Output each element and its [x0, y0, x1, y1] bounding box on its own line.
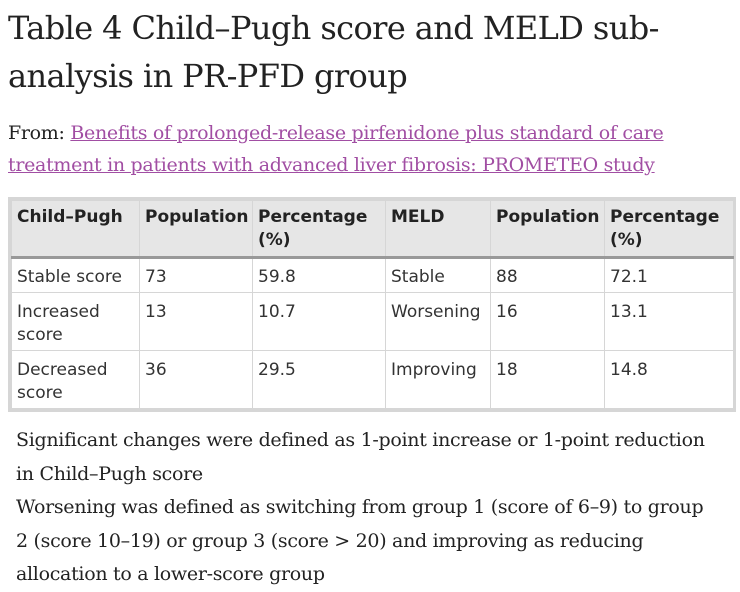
table-header-row: Child–Pugh Population Percentage (%) MEL…	[11, 200, 734, 259]
table-cell: 18	[490, 350, 605, 409]
data-table-container: Child–Pugh Population Percentage (%) MEL…	[8, 197, 736, 412]
header-percentage: Percentage (%)	[604, 200, 734, 259]
table-cell: 10.7	[252, 292, 386, 351]
table-cell: 73	[139, 257, 253, 293]
table-row: Decreased score 36 29.5 Improving 18 14.…	[11, 350, 734, 409]
table-row: Increased score 13 10.7 Worsening 16 13.…	[11, 292, 734, 351]
table-cell: 29.5	[252, 350, 386, 409]
header-meld: MELD	[385, 200, 491, 259]
table-cell: Improving	[385, 350, 491, 409]
header-child-pugh: Child–Pugh	[11, 200, 140, 259]
footnote: Worsening was defined as switching from …	[16, 496, 704, 585]
header-percentage: Percentage (%)	[252, 200, 386, 259]
table-cell: Worsening	[385, 292, 491, 351]
table-cell: Increased score	[11, 292, 140, 351]
page-title: Table 4 Child–Pugh score and MELD sub-an…	[8, 9, 659, 95]
source-article-link[interactable]: Benefits of prolonged-release pirfenidon…	[8, 122, 664, 176]
table-cell: 72.1	[604, 257, 734, 293]
table-cell: 88	[490, 257, 605, 293]
table-cell: 13	[139, 292, 253, 351]
header-population: Population	[139, 200, 253, 259]
table-cell: 59.8	[252, 257, 386, 293]
table-cell: 13.1	[604, 292, 734, 351]
table-row: Stable score 73 59.8 Stable 88 72.1	[11, 257, 734, 293]
table-cell: 14.8	[604, 350, 734, 409]
table-cell: Stable	[385, 257, 491, 293]
table-cell: 36	[139, 350, 253, 409]
source-line: From: Benefits of prolonged-release pirf…	[8, 117, 708, 181]
table-cell: 16	[490, 292, 605, 351]
footnote: Significant changes were defined as 1-po…	[16, 429, 705, 485]
data-table: Child–Pugh Population Percentage (%) MEL…	[11, 200, 734, 409]
table-footnotes: Significant changes were defined as 1-po…	[8, 424, 716, 592]
table-cell: Stable score	[11, 257, 140, 293]
table-cell: Decreased score	[11, 350, 140, 409]
source-prefix: From:	[8, 122, 65, 144]
header-population: Population	[490, 200, 605, 259]
